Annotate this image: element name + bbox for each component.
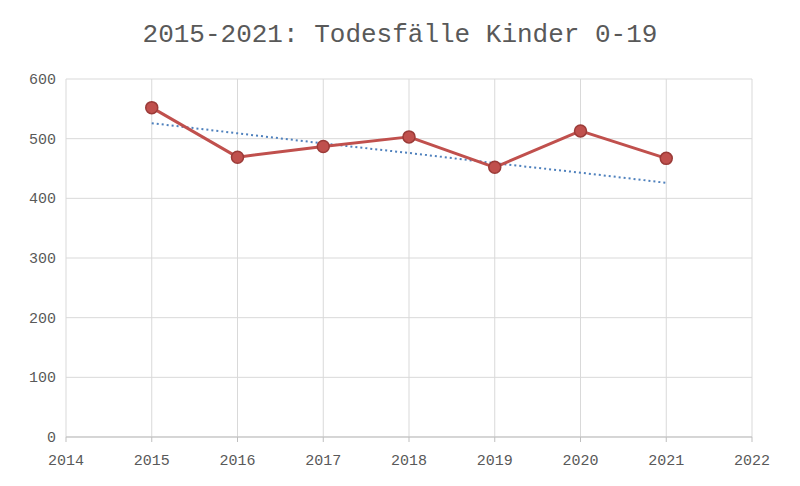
plot-area: [146, 102, 673, 183]
x-tick: [494, 437, 495, 442]
chart: 2015-2021: Todesfälle Kinder 0-19 0 100 200…: [0, 0, 800, 486]
x-tick-label: 2021: [648, 453, 684, 470]
x-tick: [580, 437, 581, 442]
x-tick: [666, 437, 667, 442]
x-tick-label: 2018: [391, 453, 427, 470]
y-tick-label: 500: [29, 132, 56, 149]
x-tick: [151, 437, 152, 442]
x-grid-line: [66, 79, 67, 437]
data-point: [403, 131, 415, 143]
x-tick-label: 2015: [134, 453, 170, 470]
x-tick-label: 2019: [477, 453, 513, 470]
x-tick-label: 2016: [219, 453, 255, 470]
x-grid-line: [752, 79, 753, 437]
chart-container: 2015-2021: Todesfälle Kinder 0-19 0 100 200…: [0, 0, 800, 486]
x-grid-line: [494, 79, 495, 437]
data-point: [489, 161, 501, 173]
grid: [66, 79, 752, 437]
data-point: [575, 125, 587, 137]
x-tick-label: 2017: [305, 453, 341, 470]
y-tick-label: 100: [29, 370, 56, 387]
y-tick-label: 400: [29, 191, 56, 208]
x-tick: [237, 437, 238, 442]
data-point: [232, 151, 244, 163]
y-tick-label: 0: [47, 430, 56, 447]
x-tick-label: 2020: [562, 453, 598, 470]
y-grid-line: [66, 437, 752, 438]
y-tick-label: 300: [29, 251, 56, 268]
x-tick: [752, 437, 753, 442]
x-tick-label: 2022: [734, 453, 770, 470]
data-point: [660, 152, 672, 164]
background: [0, 0, 800, 486]
x-tick-label: 2014: [48, 453, 84, 470]
x-grid-line: [151, 79, 152, 437]
title: 2015-2021: Todesfälle Kinder 0-19: [143, 20, 658, 50]
x-tick: [66, 437, 67, 442]
series-line: [152, 108, 667, 168]
x-grid-line: [323, 79, 324, 437]
x-tick: [409, 437, 410, 442]
x-axis-line: [66, 437, 752, 438]
y-tick-label: 200: [29, 311, 56, 328]
data-point: [146, 102, 158, 114]
y-tick-label: 600: [29, 72, 56, 89]
data-point: [317, 140, 329, 152]
x-tick: [323, 437, 324, 442]
x-grid-line: [666, 79, 667, 437]
